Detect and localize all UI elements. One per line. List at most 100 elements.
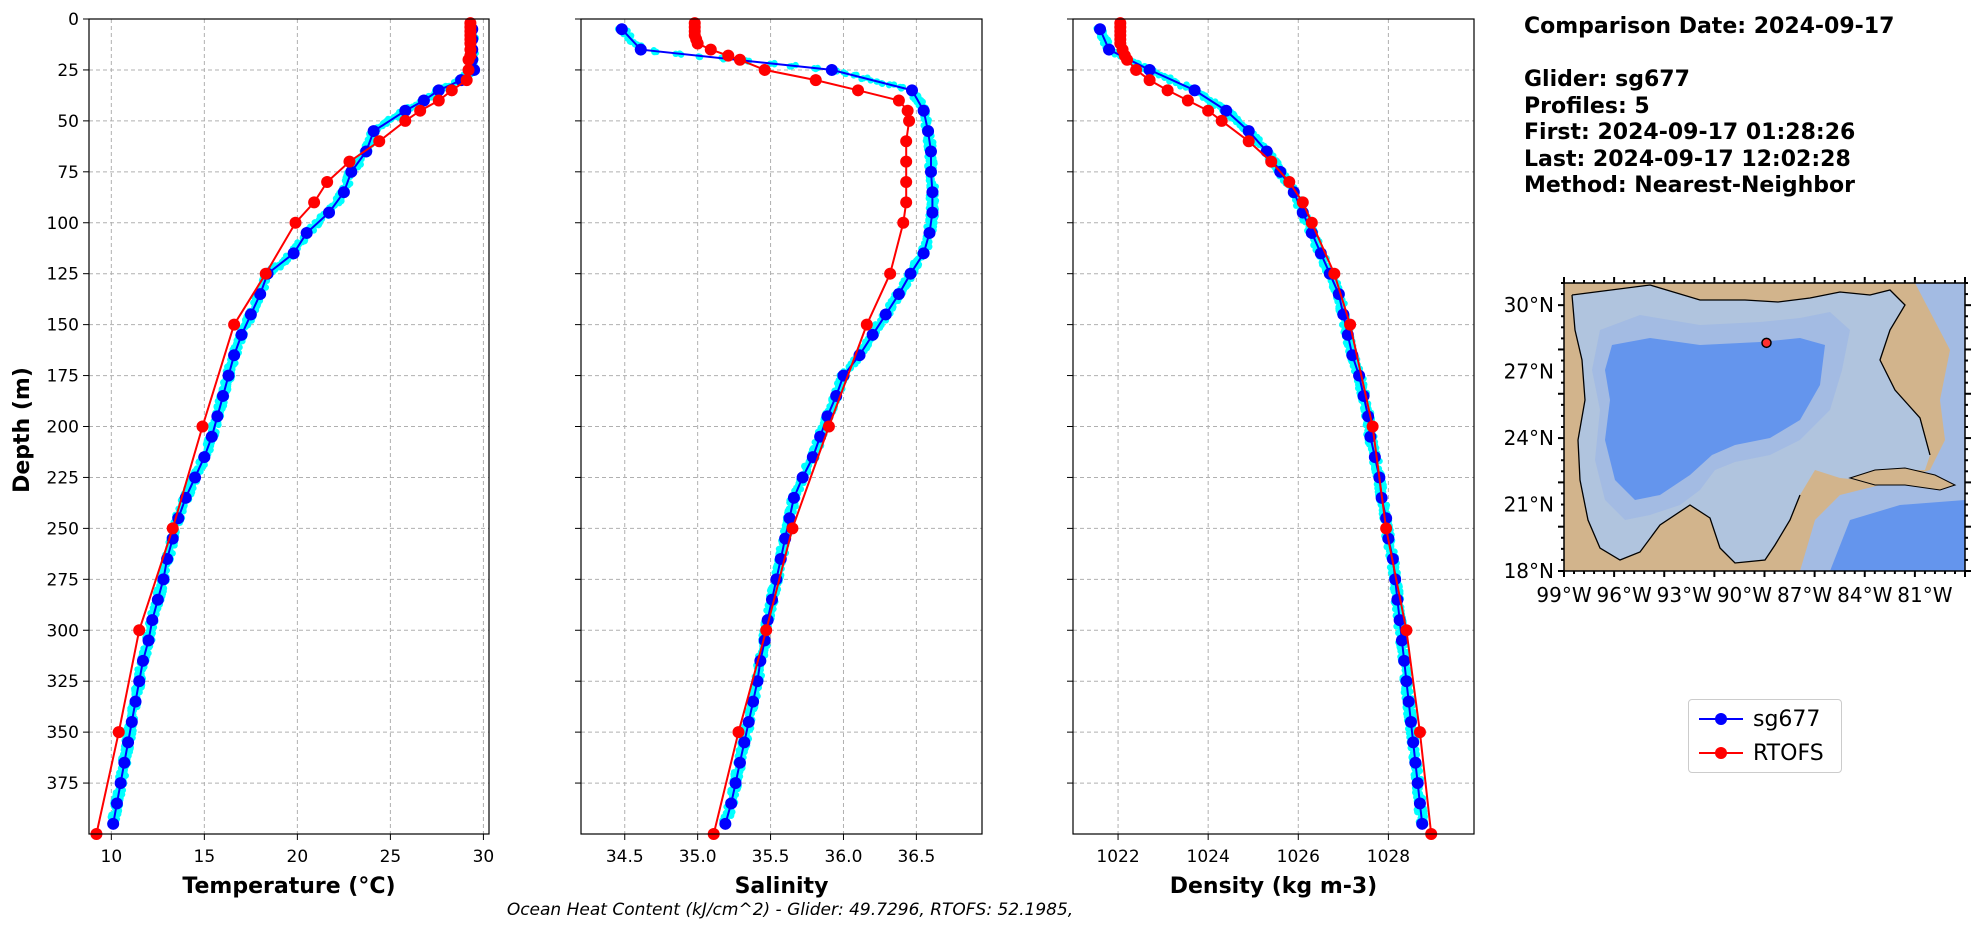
legend-item-sg677: sg677 [1699, 704, 1820, 734]
map-lat-label: 27°N [1504, 360, 1554, 384]
comparison-info: Comparison Date: 2024-09-17 ​ Glider: sg… [1524, 14, 1894, 200]
map-deep-basin [1605, 338, 1825, 500]
salinity-sg677-point [719, 817, 732, 830]
temperature-sg677-point [337, 186, 350, 199]
salinity-rtofs-point [809, 74, 822, 87]
salinity-sg677-point [924, 165, 937, 178]
map-atlantic [1800, 283, 1965, 571]
salinity-sg677-point [924, 145, 937, 158]
legend: sg677 RTOFS [1688, 699, 1842, 773]
density-rtofs-point [1202, 104, 1215, 117]
glider-name: Glider: sg677 [1524, 67, 1690, 92]
salinity-sg677-point [725, 797, 738, 810]
temperature-sg677-point [107, 817, 120, 830]
density-sg677-point [1188, 84, 1201, 97]
map-lat-label: 24°N [1504, 426, 1554, 450]
profile-count: Profiles: 5 [1524, 93, 1650, 119]
salinity-rtofs-point [786, 522, 799, 535]
temperature-sg677-point [211, 410, 224, 423]
density-sg677-point [1409, 756, 1422, 769]
temperature-sg677-point [189, 471, 202, 484]
density-rtofs-point [1215, 114, 1228, 127]
map-lon-label: 96°W [1597, 583, 1652, 607]
temperature-rtofs-point [460, 74, 473, 87]
salinity-rtofs-point [897, 216, 910, 229]
salinity-sg677-point [615, 23, 628, 36]
temperature-sg677-point [129, 695, 142, 708]
salinity-rtofs-point [758, 63, 771, 76]
map-content [1564, 283, 1965, 571]
map-coastline [1571, 284, 1931, 564]
temperature-sg677-point [300, 226, 313, 239]
density-sg677-point [1357, 389, 1370, 402]
depth-axis-label: Depth (m) [10, 367, 35, 493]
temperature-sg677-point [151, 593, 164, 606]
density-sg677-point [1103, 43, 1116, 56]
map-lon-label: 81°W [1897, 583, 1952, 607]
density-rtofs-point [1328, 267, 1341, 280]
glider-location-marker [1761, 337, 1772, 349]
temperature-sg677-point [228, 349, 241, 362]
density-rtofs-point [1161, 84, 1174, 97]
temperature-sg677-point [142, 634, 155, 647]
temperature-axis-label: Temperature (°C) [182, 874, 395, 899]
density-xtick-label: 1028 [1367, 847, 1410, 867]
temperature-rtofs-point [289, 216, 302, 229]
density-xtick-label: 1026 [1277, 847, 1320, 867]
temperature-ytick-label: 375 [47, 774, 79, 794]
density-sg677-point [1094, 23, 1107, 36]
salinity-xtick-label: 36.5 [897, 847, 935, 867]
temperature-sg677-point [399, 104, 412, 117]
temperature-xtick-label: 20 [287, 847, 309, 867]
salinity-sg677-point [747, 695, 760, 708]
map-lon-label: 87°W [1777, 583, 1832, 607]
temperature-sg677-point [432, 84, 445, 97]
salinity-xtick-label: 35.5 [752, 847, 790, 867]
map-lat-label: 21°N [1504, 493, 1554, 517]
density-sg677-point [1416, 817, 1429, 830]
salinity-xtick-label: 34.5 [606, 847, 644, 867]
map-lon-label: 93°W [1657, 583, 1712, 607]
density-xtick-label: 1024 [1187, 847, 1230, 867]
density-rtofs-point [1130, 63, 1143, 76]
salinity-sg677-point [866, 328, 879, 341]
temperature-ytick-label: 325 [47, 672, 79, 692]
temperature-rtofs-point [462, 53, 475, 66]
salinity-sg677-point [904, 267, 917, 280]
density-rtofs-point [1305, 216, 1318, 229]
legend-marker-sg677 [1699, 713, 1743, 725]
temperature-ytick-label: 125 [47, 265, 79, 285]
salinity-sg677-point [821, 410, 834, 423]
salinity-sg677-point [825, 63, 838, 76]
temperature-sg677-point [323, 206, 335, 219]
temperature-sg677-point [345, 165, 358, 178]
legend-label-rtofs: RTOFS [1753, 740, 1824, 766]
temperature-ytick-label: 225 [47, 468, 79, 488]
salinity-sg677-point [787, 491, 800, 504]
temperature-xtick-label: 15 [194, 847, 216, 867]
salinity-frame [580, 18, 983, 835]
salinity-rtofs-point [903, 114, 916, 127]
salinity-rtofs-point [691, 37, 704, 50]
map-lat-label: 18°N [1504, 559, 1554, 583]
method: Method: Nearest-Neighbor [1524, 173, 1855, 198]
salinity-rtofs-point [892, 94, 905, 107]
temperature-sg677-point [198, 451, 211, 464]
temperature-sg677-point [118, 756, 131, 769]
density-sg677-point [1368, 451, 1381, 464]
density-sg677-point [1413, 797, 1426, 810]
temperature-ytick-label: 175 [47, 367, 79, 387]
salinity-sg677-point [761, 614, 774, 627]
salinity-sg677-point [879, 308, 892, 321]
comparison-date: Comparison Date: 2024-09-17 [1524, 14, 1895, 39]
salinity-rtofs-point [900, 196, 913, 209]
gulf-of-mexico-map: 30°N 27°N 24°N 21°N 18°N99°W 96°W 93°W 90°W 87°W… [1504, 277, 1971, 607]
salinity-sg677-point [733, 756, 746, 769]
temperature-sg677-point [146, 614, 159, 627]
salinity-axis-label: Salinity [735, 874, 829, 899]
temperature-sg677-point [417, 94, 430, 107]
density-rtofs-point [1380, 522, 1393, 535]
temperature-xtick-label: 10 [101, 847, 123, 867]
density-sg677-point [1143, 63, 1156, 76]
temperature-ytick-label: 300 [47, 621, 79, 641]
